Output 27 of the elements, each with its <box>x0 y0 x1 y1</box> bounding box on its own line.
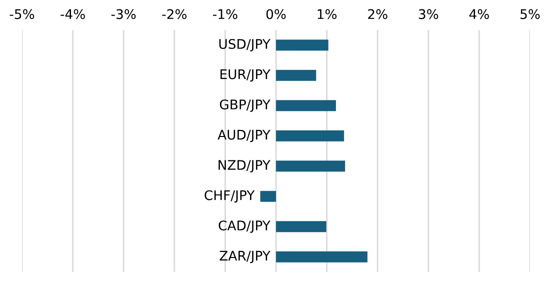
bar <box>276 160 346 172</box>
y-tick-label: USD/JPY <box>219 38 270 52</box>
x-tick-label: -3% <box>111 9 136 20</box>
x-tick-label: -4% <box>60 9 85 20</box>
y-tick-label: CHF/JPY <box>204 190 255 203</box>
bar <box>276 40 328 51</box>
x-tick-label: 1% <box>318 9 337 20</box>
bar <box>276 130 344 142</box>
x-tick-label: 2% <box>368 9 388 20</box>
y-tick-label: AUD/JPY <box>218 130 270 142</box>
x-tick-label: 3% <box>418 9 438 20</box>
y-tick-label: ZAR/JPY <box>220 250 270 264</box>
bar <box>276 251 368 262</box>
y-tick-label: NZD/JPY <box>218 160 270 172</box>
x-tick-label: 5% <box>520 9 540 20</box>
y-tick-label: EUR/JPY <box>220 69 270 82</box>
bar <box>276 70 316 81</box>
bar <box>276 100 336 112</box>
x-tick-label: 0% <box>266 9 286 20</box>
y-tick-label: GBP/JPY <box>220 99 270 112</box>
y-tick-label: CAD/JPY <box>218 220 270 233</box>
x-tick-label: -1% <box>213 9 238 20</box>
x-tick-label: -5% <box>10 9 34 20</box>
bar <box>276 221 326 232</box>
bar <box>260 190 276 202</box>
x-tick-label: -2% <box>162 9 187 20</box>
x-tick-label: 4% <box>469 9 489 20</box>
